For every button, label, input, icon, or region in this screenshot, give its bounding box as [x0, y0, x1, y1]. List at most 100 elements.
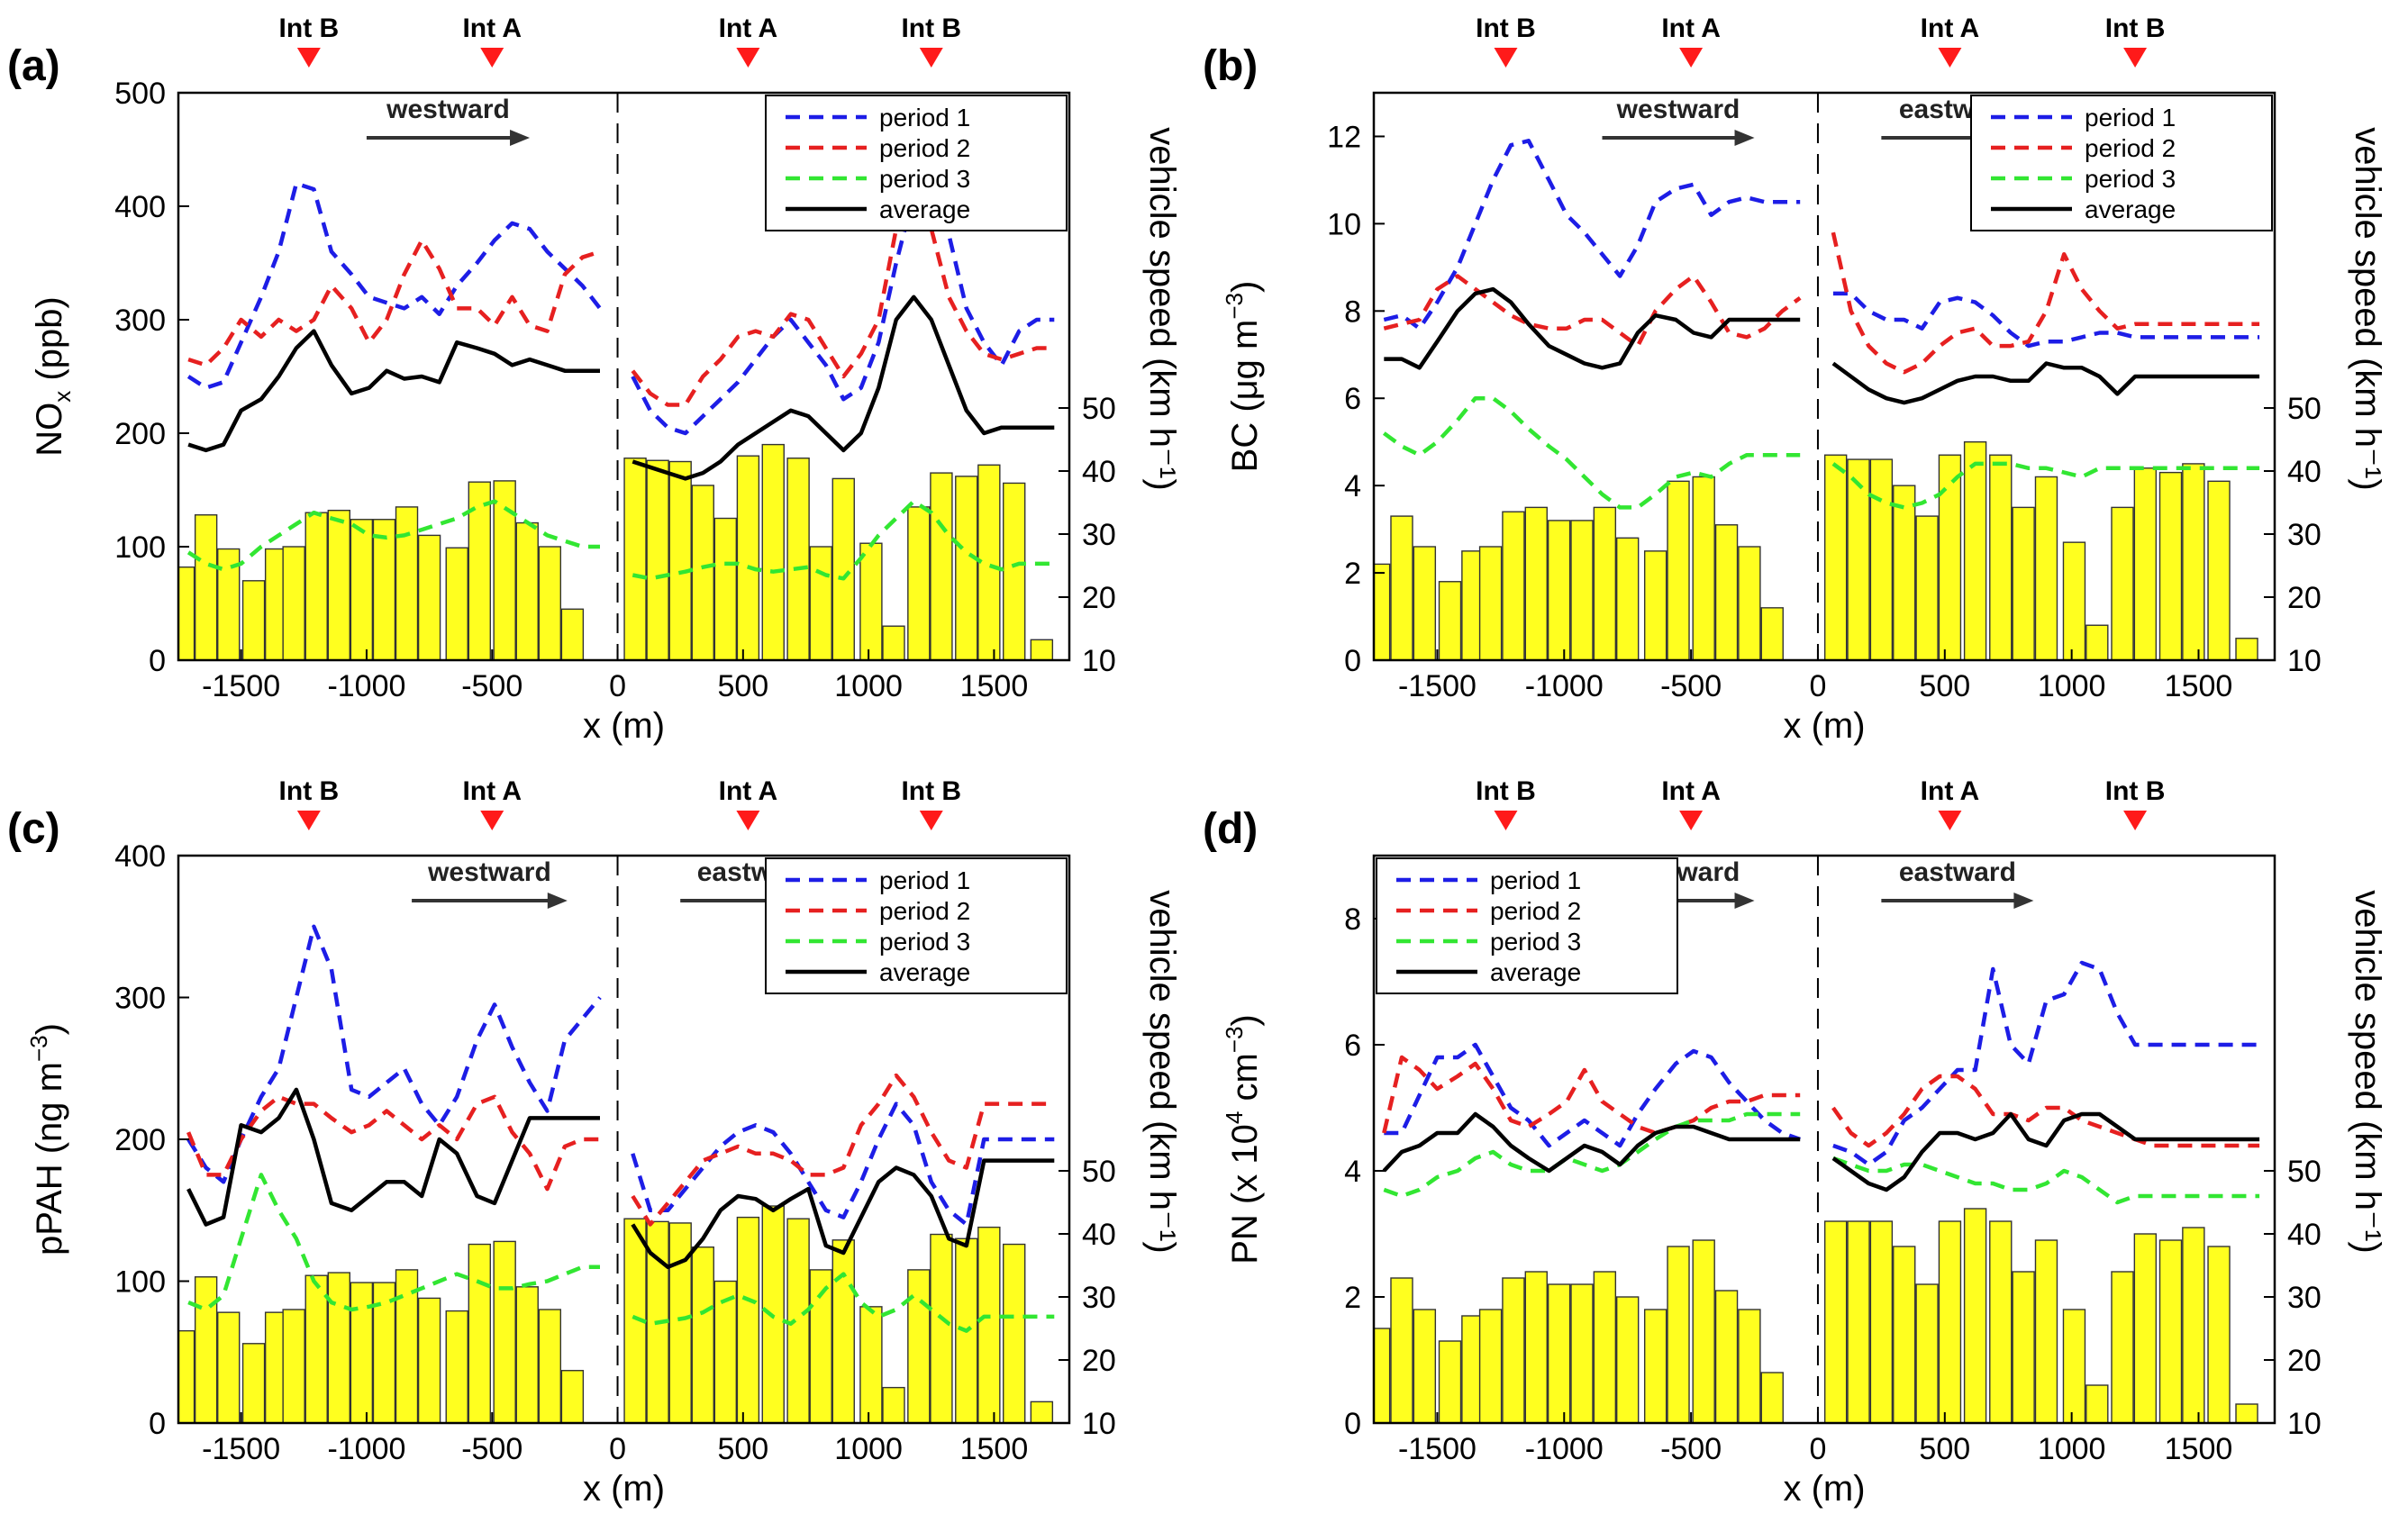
direction-label: westward: [386, 95, 510, 124]
y-tick-label: 10: [1327, 207, 1361, 241]
y-axis-label: pPAH (ng m−3): [25, 1023, 69, 1256]
x-tick-label: -1000: [1525, 669, 1604, 703]
legend-label: period 3: [879, 165, 970, 193]
speed-bar: [1570, 1283, 1594, 1424]
speed-bar: [2062, 1309, 2086, 1424]
speed-bar: [1524, 506, 1548, 661]
speed-bar: [2085, 624, 2109, 661]
legend-label: average: [879, 958, 970, 986]
x-tick-label: -500: [461, 669, 522, 703]
speed-bar: [177, 566, 195, 661]
y-axis-label: BC (μg m−3): [1221, 281, 1265, 473]
speed-bar: [2133, 1233, 2158, 1424]
x-tick-label: 500: [1919, 669, 1970, 703]
x-tick-label: -1000: [327, 669, 405, 703]
speed-bar: [2235, 1403, 2258, 1424]
speed-bar: [1547, 520, 1571, 661]
speed-bar: [761, 443, 785, 661]
legend-label: period 1: [2085, 104, 2176, 131]
intersection-label: Int A: [1921, 14, 1980, 43]
speed-bar: [1524, 1271, 1548, 1424]
panel-2: 0 100 200 300 400 10 20 30 40 50 -1500 -1000 -500 0 50…: [7, 776, 1182, 1509]
speed-bar: [1502, 511, 1525, 661]
speed-bar: [882, 1386, 905, 1424]
intersection-label: Int A: [1661, 14, 1721, 43]
x-tick-label: -500: [1660, 1432, 1722, 1466]
y-tick-label: 0: [149, 644, 166, 678]
legend-label: period 2: [2085, 134, 2176, 162]
right-tick-label: 50: [1082, 1155, 1116, 1189]
speed-bar: [560, 1370, 585, 1424]
speed-bar: [1915, 1283, 1939, 1424]
intersection-label: Int B: [1476, 14, 1536, 43]
speed-bar: [445, 547, 468, 661]
speed-bar: [350, 519, 374, 661]
speed-bar: [736, 455, 760, 661]
series-line-period-1-west: [1383, 139, 1801, 331]
series-line-period-1-west: [186, 181, 602, 390]
legend-label: period 1: [879, 866, 970, 894]
speed-bar: [1373, 563, 1391, 661]
series-line-period-2-east: [631, 181, 1055, 407]
speed-bar: [1938, 454, 1962, 661]
series-line-period-1-east: [631, 1101, 1055, 1227]
speed-bar: [304, 1274, 328, 1424]
speed-bar: [2111, 506, 2134, 661]
series-line-period-3-west: [1383, 1111, 1801, 1199]
series-line-period-1-east: [1832, 291, 2260, 349]
speed-bar: [691, 485, 714, 661]
speed-bar: [1692, 1239, 1715, 1424]
intersection-label: Int A: [719, 776, 778, 806]
x-axis-label: x (m): [583, 1469, 665, 1509]
speed-bar: [786, 458, 810, 661]
series-line-average-west: [1384, 286, 1801, 370]
speed-bar: [194, 1276, 218, 1424]
x-tick-label: -1500: [1398, 1432, 1477, 1466]
right-tick-label: 10: [1082, 1407, 1116, 1441]
series-line-period-2-east: [1831, 1074, 2260, 1148]
intersection-label: Int B: [901, 776, 961, 806]
right-tick-label: 50: [2287, 392, 2322, 426]
y-tick-label: 300: [114, 304, 166, 338]
speed-bar: [194, 514, 218, 661]
series-line-average-east: [631, 1158, 1055, 1270]
legend-label: period 1: [1490, 866, 1581, 894]
panel-0: 0 100 200 300 400 500 10 20 30 40 50 -1500 -1000 -500…: [7, 14, 1182, 746]
legend-label: average: [2085, 195, 2176, 223]
speed-bar: [241, 1343, 266, 1424]
series-line-period-2-west: [1382, 1055, 1801, 1136]
right-tick-label: 40: [1082, 455, 1116, 489]
right-tick-label: 40: [2287, 455, 2322, 489]
intersection-marker-icon: [1679, 48, 1704, 68]
series-line-period-3-west: [187, 1173, 600, 1312]
series-line-period-2-west: [186, 1094, 600, 1192]
x-axis-label: x (m): [1783, 1469, 1865, 1509]
right-tick-label: 10: [1082, 644, 1116, 678]
right-axis-label: vehicle speed (km h⁻¹): [1142, 890, 1182, 1253]
panel-label: (b): [1203, 42, 1258, 90]
intersection-marker-icon: [1494, 48, 1518, 68]
plot-frame: [1372, 854, 2276, 1425]
x-tick-label: 500: [717, 669, 768, 703]
speed-bar: [2207, 480, 2231, 661]
y-tick-label: 400: [114, 190, 166, 224]
legend-label: period 3: [1490, 928, 1581, 956]
y-axis-label: PN (x 104 cm−3): [1221, 1014, 1265, 1265]
x-tick-label: -500: [461, 1432, 522, 1466]
y-tick-label: 6: [1344, 382, 1361, 416]
legend-label: period 3: [2085, 165, 2176, 193]
arrow-right-icon: [2013, 893, 2034, 909]
legend-label: period 2: [879, 897, 970, 925]
speed-bar: [493, 1240, 516, 1424]
intersection-label: Int B: [1476, 776, 1536, 806]
intersection-label: Int B: [279, 14, 340, 43]
x-tick-label: -1500: [1398, 669, 1477, 703]
speed-bar: [668, 1222, 692, 1424]
arrow-right-icon: [1734, 893, 1755, 909]
speed-bar: [2034, 1239, 2058, 1424]
speed-bar: [2235, 638, 2258, 661]
speed-bar: [1643, 1309, 1667, 1424]
x-tick-label: 1500: [2165, 1432, 2233, 1466]
right-axis-label: vehicle speed (km h⁻¹): [2348, 890, 2387, 1253]
